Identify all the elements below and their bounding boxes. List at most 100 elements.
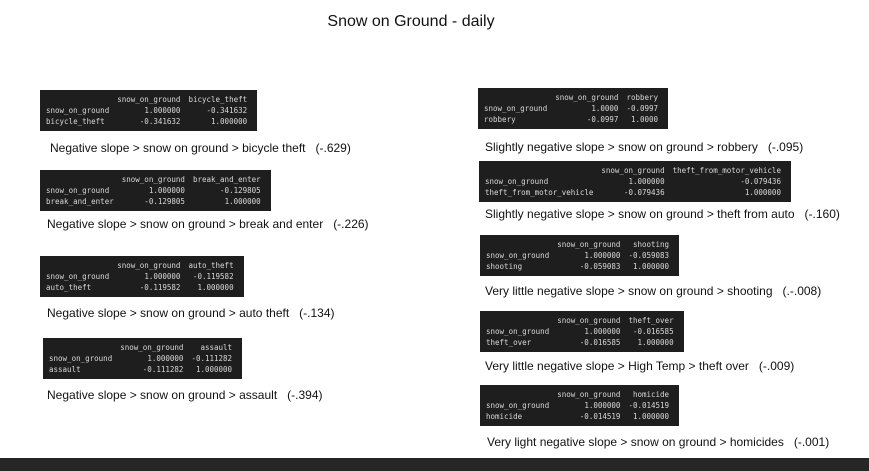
table-cell: -0.111282: [191, 354, 233, 363]
row-label: auto_theft: [46, 283, 92, 292]
table-cell: 1.000000: [224, 197, 261, 206]
table-cell: 1.000000: [584, 251, 621, 260]
row-label: robbery: [484, 115, 516, 124]
column-header: snow_on_ground: [555, 93, 619, 102]
table: snow_on_ground homicide snow_on_ground 1.00…: [486, 389, 673, 422]
table-row: break_and_enter -0.129805 1.000000: [46, 196, 265, 207]
caption: Negative slope > snow on ground > bicycl…: [50, 141, 351, 155]
table-row: bicycle_theft -0.341632 1.000000: [46, 116, 251, 127]
table-cell: 1.000000: [144, 272, 181, 281]
table-row: shooting -0.059083 1.000000: [486, 261, 673, 272]
table-cell: -0.119582: [192, 272, 234, 281]
correlation-table: snow_on_ground bicycle_theft snow_on_groun…: [40, 90, 258, 131]
header-corner: [46, 260, 113, 271]
table-cell: -0.119582: [139, 283, 181, 292]
caption: Negative slope > snow on ground > auto t…: [47, 306, 335, 320]
column-header: bicycle_theft: [188, 95, 248, 104]
caption: Very little negative slope > High Temp >…: [485, 359, 795, 373]
table-cell: -0.014519: [628, 401, 670, 410]
table-cell: -0.079436: [623, 188, 665, 197]
row-label: snow_on_ground: [46, 106, 110, 115]
table-cell: -0.079436: [740, 177, 781, 186]
column-header: auto_theft: [188, 261, 234, 270]
table-row: snow_on_ground 1.000000 -0.016585: [486, 326, 678, 337]
column-header: assault: [200, 343, 233, 352]
table-row: assault -0.111282 1.000000: [49, 364, 236, 375]
caption: Slightly negative slope > snow on ground…: [485, 207, 840, 221]
row-label: snow_on_ground: [486, 327, 550, 336]
table-cell: -0.0997: [626, 104, 659, 113]
table-row: snow_on_ground 1.000000 -0.079436: [485, 176, 785, 187]
table-cell: -0.129805: [144, 197, 185, 206]
footer-bar: [0, 458, 869, 471]
table-cell: 1.000000: [744, 188, 781, 197]
column-header: snow_on_ground: [121, 175, 185, 184]
header-row: snow_on_ground homicide: [486, 389, 673, 400]
row-label: snow_on_ground: [486, 251, 550, 260]
column-header: robbery: [626, 93, 659, 102]
row-label: snow_on_ground: [484, 104, 548, 113]
table-row: theft_from_motor_vehicle -0.079436 1.00000…: [485, 187, 785, 198]
table-cell: 1.000000: [144, 106, 181, 115]
column-header: snow_on_ground: [557, 316, 621, 325]
table-row: snow_on_ground 1.000000 -0.111282: [49, 353, 236, 364]
table-row: snow_on_ground 1.000000 -0.119582: [46, 271, 238, 282]
row-label: homicide: [486, 412, 523, 421]
header-corner: [49, 342, 116, 353]
header-corner: [486, 315, 553, 326]
row-label: theft_from_motor_vehicle: [485, 188, 594, 197]
table: snow_on_ground assault snow_on_ground 1.000…: [49, 342, 236, 375]
table-cell: -0.129805: [220, 186, 261, 195]
header-row: snow_on_ground robbery: [484, 92, 662, 103]
row-label: snow_on_ground: [46, 272, 110, 281]
header-row: snow_on_ground theft_over: [486, 315, 678, 326]
header-row: snow_on_ground auto_theft: [46, 260, 238, 271]
table-cell: 1.000000: [632, 262, 670, 271]
table-row: robbery -0.0997 1.0000: [484, 114, 662, 125]
table-row: snow_on_ground 1.0000 -0.0997: [484, 103, 662, 114]
column-header: theft_over: [628, 316, 674, 325]
table-cell: -0.059083: [628, 251, 670, 260]
correlation-table: snow_on_ground break_and_enter snow_on_gro…: [40, 170, 271, 211]
correlation-table: snow_on_ground robbery snow_on_ground 1.000…: [478, 88, 669, 129]
correlation-table: snow_on_ground shooting snow_on_ground 1.00…: [480, 235, 680, 276]
header-row: snow_on_ground bicycle_theft: [46, 94, 251, 105]
caption: Negative slope > snow on ground > assaul…: [47, 388, 323, 402]
row-label: snow_on_ground: [486, 401, 550, 410]
column-header: snow_on_ground: [117, 95, 181, 104]
caption: Slightly negative slope > snow on ground…: [485, 140, 804, 154]
table-cell: 1.000000: [632, 412, 670, 421]
table-cell: 1.0000: [591, 104, 619, 113]
table-row: homicide -0.014519 1.000000: [486, 411, 673, 422]
header-corner: [485, 165, 597, 176]
table-cell: 1.000000: [197, 283, 234, 292]
table-cell: 1.000000: [628, 177, 665, 186]
header-row: snow_on_ground shooting: [486, 239, 673, 250]
table-row: snow_on_ground 1.000000 -0.014519: [486, 400, 673, 411]
column-header: homicide: [632, 390, 670, 399]
table: snow_on_ground bicycle_theft snow_on_groun…: [46, 94, 251, 127]
column-header: snow_on_ground: [117, 261, 181, 270]
row-label: snow_on_ground: [49, 354, 113, 363]
row-label: break_and_enter: [46, 197, 114, 206]
row-label: theft_over: [486, 338, 532, 347]
column-header: snow_on_ground: [601, 166, 665, 175]
column-header: snow_on_ground: [557, 240, 621, 249]
table-cell: -0.059083: [579, 262, 621, 271]
header-corner: [484, 92, 551, 103]
header-corner: [486, 239, 553, 250]
table: snow_on_ground theft_over snow_on_ground 1.…: [486, 315, 678, 348]
caption: Negative slope > snow on ground > break …: [47, 217, 369, 231]
table-row: auto_theft -0.119582 1.000000: [46, 282, 238, 293]
correlation-table: snow_on_ground auto_theft snow_on_ground 1.…: [40, 256, 244, 297]
column-header: snow_on_ground: [120, 343, 184, 352]
row-label: snow_on_ground: [485, 177, 549, 186]
table-cell: 1.000000: [148, 186, 185, 195]
correlation-table: snow_on_ground theft_over snow_on_ground 1.…: [480, 311, 684, 352]
table-cell: -0.014519: [579, 412, 621, 421]
row-label: bicycle_theft: [46, 117, 105, 126]
table-row: snow_on_ground 1.000000 -0.129805: [46, 185, 265, 196]
table: snow_on_ground theft_from_motor_vehicle sn…: [485, 165, 785, 198]
caption: Very light negative slope > snow on grou…: [487, 435, 830, 449]
